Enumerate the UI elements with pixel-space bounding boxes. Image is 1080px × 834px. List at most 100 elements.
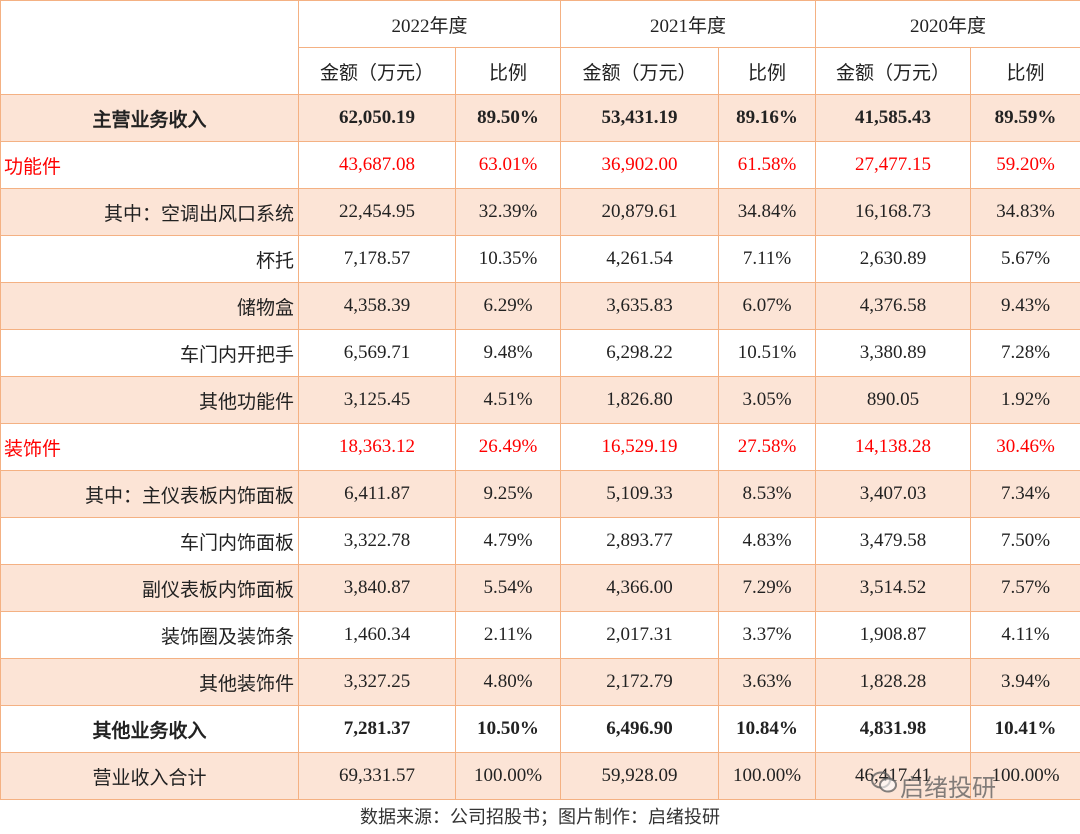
data-row: 其他业务收入 7,281.37 10.50% 6,496.90 10.84% 4,831.… [0, 705, 1080, 753]
cell: 1,828.28 [815, 658, 972, 706]
cell: 7.28% [970, 329, 1080, 377]
cell: 2,630.89 [815, 235, 972, 283]
cell: 69,331.57 [298, 752, 456, 800]
cell: 20,879.61 [560, 188, 720, 236]
cell: 890.05 [815, 376, 972, 424]
data-row: 其中：主仪表板内饰面板 6,411.87 9.25% 5,109.33 8.53% 3,4… [0, 470, 1080, 518]
cell: 4.11% [970, 611, 1080, 659]
cell: 2,172.79 [560, 658, 720, 706]
cell: 4,358.39 [298, 282, 456, 330]
table-body: 2022年度 2021年度 2020年度 金额（万元） 比例 金额（万元） 比例 金额（万元）… [0, 0, 1080, 800]
cell: 4,261.54 [560, 235, 720, 283]
row-label: 车门内饰面板 [0, 517, 299, 565]
cell: 27.58% [718, 423, 817, 471]
cell: 5,109.33 [560, 470, 720, 518]
row-label: 车门内开把手 [0, 329, 299, 377]
cell: 10.84% [718, 705, 817, 753]
watermark: 启绪投研 [900, 774, 996, 802]
cell: 2.11% [454, 611, 562, 659]
cell: 34.83% [970, 188, 1080, 236]
cell: 3,322.78 [298, 517, 456, 565]
cell: 9.25% [454, 470, 562, 518]
cell: 3.37% [718, 611, 817, 659]
cell: 14,138.28 [815, 423, 972, 471]
data-row: 其他装饰件 3,327.25 4.80% 2,172.79 3.63% 1,828.28 3… [0, 658, 1080, 706]
column-header: 比例 [718, 47, 817, 95]
column-header: 金额（万元） [560, 47, 720, 95]
cell: 6,298.22 [560, 329, 720, 377]
row-label: 主营业务收入 [0, 94, 299, 142]
data-row: 其中：空调出风口系统 22,454.95 32.39% 20,879.61 34.84%… [0, 188, 1080, 236]
row-label: 储物盒 [0, 282, 299, 330]
data-row: 装饰件 18,363.12 26.49% 16,529.19 27.58% 14,138.… [0, 423, 1080, 471]
cell: 1,826.80 [560, 376, 720, 424]
corner-cell [0, 0, 299, 95]
cell: 3,407.03 [815, 470, 972, 518]
cell: 3,635.83 [560, 282, 720, 330]
row-label: 其他业务收入 [0, 705, 299, 753]
cell: 59,928.09 [560, 752, 720, 800]
cell: 32.39% [454, 188, 562, 236]
cell: 36,902.00 [560, 141, 720, 189]
cell: 34.84% [718, 188, 817, 236]
watermark-icon [871, 771, 897, 793]
cell: 3,479.58 [815, 517, 972, 565]
data-row: 车门内饰面板 3,322.78 4.79% 2,893.77 4.83% 3,479.58… [0, 517, 1080, 565]
cell: 26.49% [454, 423, 562, 471]
cell: 2,893.77 [560, 517, 720, 565]
cell: 4,376.58 [815, 282, 972, 330]
cell: 2,017.31 [560, 611, 720, 659]
cell: 6,496.90 [560, 705, 720, 753]
cell: 4.83% [718, 517, 817, 565]
cell: 59.20% [970, 141, 1080, 189]
cell: 6.07% [718, 282, 817, 330]
cell: 10.51% [718, 329, 817, 377]
row-label: 其他装饰件 [0, 658, 299, 706]
cell: 30.46% [970, 423, 1080, 471]
cell: 53,431.19 [560, 94, 720, 142]
column-header: 比例 [454, 47, 562, 95]
row-label: 其中：空调出风口系统 [0, 188, 299, 236]
cell: 18,363.12 [298, 423, 456, 471]
cell: 89.16% [718, 94, 817, 142]
cell: 4,831.98 [815, 705, 972, 753]
data-row: 其他功能件 3,125.45 4.51% 1,826.80 3.05% 890.05 1.9… [0, 376, 1080, 424]
row-label: 装饰圈及装饰条 [0, 611, 299, 659]
cell: 43,687.08 [298, 141, 456, 189]
row-label: 其中：主仪表板内饰面板 [0, 470, 299, 518]
cell: 62,050.19 [298, 94, 456, 142]
cell: 100.00% [718, 752, 817, 800]
cell: 41,585.43 [815, 94, 972, 142]
year-header: 2020年度 [815, 0, 1080, 48]
data-row: 装饰圈及装饰条 1,460.34 2.11% 2,017.31 3.37% 1,908.8… [0, 611, 1080, 659]
subheader-row: 金额（万元） 比例 金额（万元） 比例 金额（万元） 比例 [1, 47, 1080, 95]
data-row: 车门内开把手 6,569.71 9.48% 6,298.22 10.51% 3,380.8… [0, 329, 1080, 377]
data-row: 储物盒 4,358.39 6.29% 3,635.83 6.07% 4,376.58 9.4… [0, 282, 1080, 330]
cell: 6.29% [454, 282, 562, 330]
data-row: 杯托 7,178.57 10.35% 4,261.54 7.11% 2,630.89 5.6… [0, 235, 1080, 283]
cell: 46,417.41 [815, 752, 972, 800]
cell: 16,168.73 [815, 188, 972, 236]
cell: 16,529.19 [560, 423, 720, 471]
cell: 10.35% [454, 235, 562, 283]
source-note: 数据来源：公司招股书；图片制作：启绪投研 [360, 807, 720, 827]
cell: 3,327.25 [298, 658, 456, 706]
column-header: 比例 [970, 47, 1080, 95]
cell: 100.00% [970, 752, 1080, 800]
revenue-table: 2022年度 2021年度 2020年度 金额（万元） 比例 金额（万元） 比例 金额（万元）… [0, 0, 1080, 800]
row-label: 其他功能件 [0, 376, 299, 424]
cell: 1,908.87 [815, 611, 972, 659]
data-row: 副仪表板内饰面板 3,840.87 5.54% 4,366.00 7.29% 3,514.… [0, 564, 1080, 612]
row-label: 营业收入合计 [0, 752, 299, 800]
cell: 3,514.52 [815, 564, 972, 612]
column-header: 金额（万元） [298, 47, 456, 95]
cell: 10.41% [970, 705, 1080, 753]
year-header: 2021年度 [560, 0, 817, 48]
cell: 3.94% [970, 658, 1080, 706]
cell: 5.54% [454, 564, 562, 612]
cell: 6,569.71 [298, 329, 456, 377]
cell: 3,380.89 [815, 329, 972, 377]
cell: 89.59% [970, 94, 1080, 142]
cell: 89.50% [454, 94, 562, 142]
cell: 9.43% [970, 282, 1080, 330]
